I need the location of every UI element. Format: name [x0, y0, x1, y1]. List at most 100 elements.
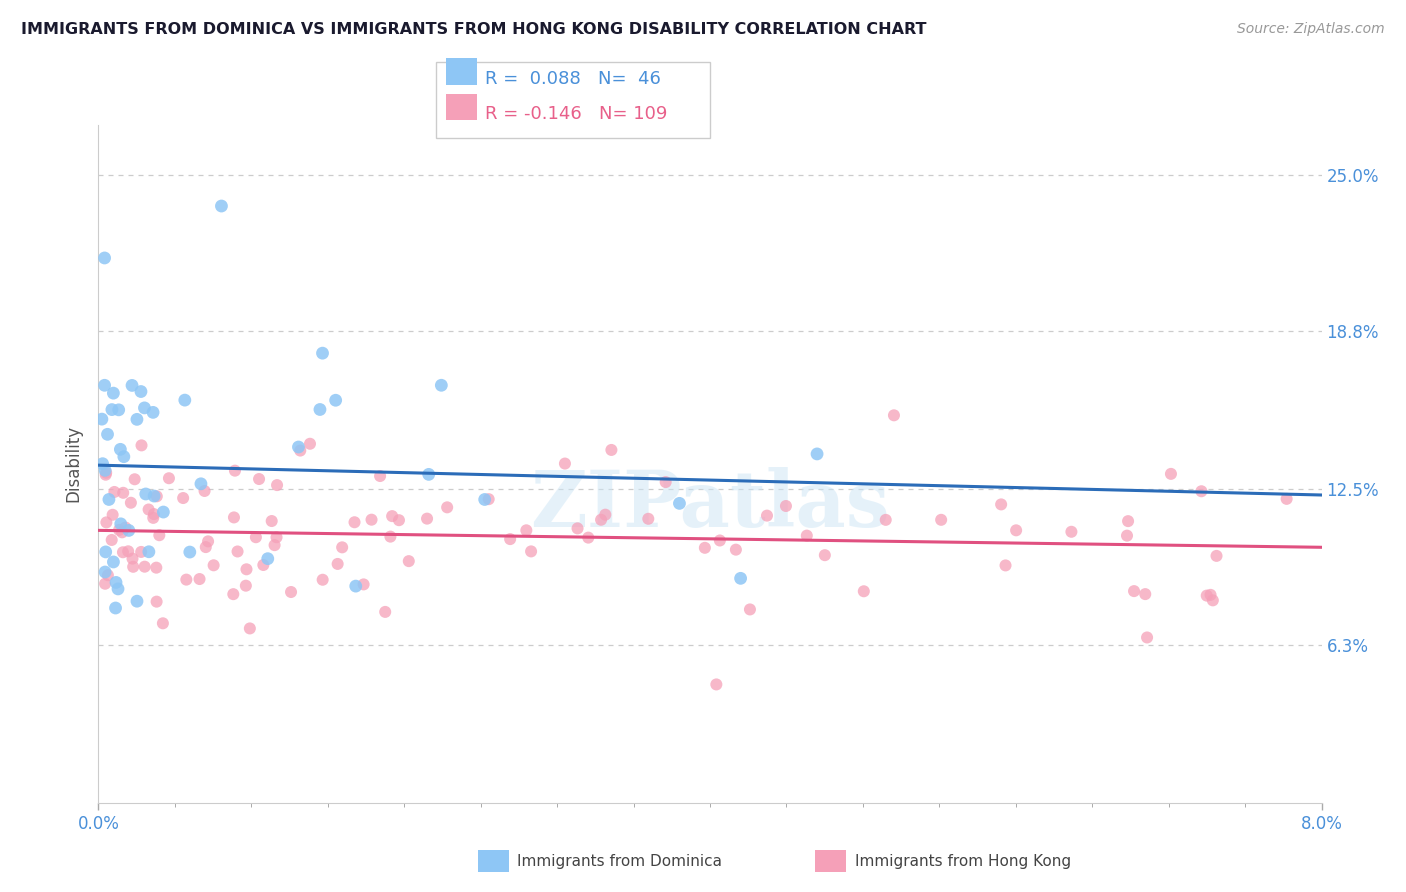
Point: [478, 492, 501, 507]
Point: [252, 558, 274, 572]
Point: [290, 443, 312, 458]
Point: [222, 587, 245, 601]
Point: [266, 530, 288, 544]
Point: [131, 438, 153, 452]
Point: [94, 576, 117, 591]
Point: [1116, 514, 1139, 528]
Point: [122, 559, 145, 574]
Point: [120, 496, 142, 510]
Point: [567, 521, 589, 535]
Point: [311, 573, 333, 587]
Point: [108, 523, 131, 537]
Point: [107, 582, 129, 596]
Point: [326, 557, 349, 571]
Point: [138, 545, 160, 559]
Point: [105, 575, 128, 590]
Point: [96, 466, 118, 480]
Point: [309, 402, 332, 417]
Point: [796, 528, 818, 542]
Point: [118, 524, 141, 538]
Point: [1116, 528, 1139, 542]
Point: [343, 515, 366, 529]
Point: [266, 478, 288, 492]
Point: [554, 457, 576, 471]
Point: [344, 579, 367, 593]
Point: [142, 511, 165, 525]
Point: [239, 622, 262, 636]
Point: [595, 508, 617, 522]
Text: Source: ZipAtlas.com: Source: ZipAtlas.com: [1237, 22, 1385, 37]
Text: R =  0.088   N=  46: R = 0.088 N= 46: [485, 70, 661, 87]
Point: [93, 251, 115, 265]
Point: [330, 541, 353, 555]
Point: [245, 530, 267, 544]
Point: [875, 513, 897, 527]
Point: [211, 199, 233, 213]
Point: [730, 571, 752, 585]
Point: [1135, 587, 1157, 601]
Point: [1136, 631, 1159, 645]
Y-axis label: Disability: Disability: [65, 425, 83, 502]
Point: [112, 485, 135, 500]
Point: [107, 402, 129, 417]
Point: [101, 508, 124, 522]
Point: [90, 412, 112, 426]
Point: [202, 558, 225, 573]
Point: [654, 475, 676, 489]
Point: [135, 487, 157, 501]
Point: [280, 585, 302, 599]
Point: [1160, 467, 1182, 481]
Point: [111, 545, 134, 559]
Point: [111, 525, 134, 540]
Point: [100, 533, 122, 547]
Text: ZIPatlas: ZIPatlas: [530, 467, 890, 542]
Point: [157, 471, 180, 485]
Point: [110, 516, 132, 531]
Point: [110, 442, 132, 457]
Point: [576, 531, 599, 545]
Point: [145, 594, 167, 608]
Point: [146, 489, 169, 503]
Point: [152, 616, 174, 631]
Point: [883, 409, 905, 423]
Point: [197, 534, 219, 549]
Text: IMMIGRANTS FROM DOMINICA VS IMMIGRANTS FROM HONG KONG DISABILITY CORRELATION CHA: IMMIGRANTS FROM DOMINICA VS IMMIGRANTS F…: [21, 22, 927, 37]
Point: [121, 551, 143, 566]
Point: [124, 472, 146, 486]
Point: [806, 447, 828, 461]
Point: [814, 548, 837, 562]
Point: [668, 496, 690, 510]
Point: [224, 464, 246, 478]
Point: [94, 565, 117, 579]
Point: [418, 467, 440, 482]
Point: [724, 542, 747, 557]
Point: [756, 508, 779, 523]
Point: [368, 469, 391, 483]
Point: [353, 577, 375, 591]
Point: [374, 605, 396, 619]
Point: [1189, 484, 1212, 499]
Point: [134, 401, 156, 415]
Point: [101, 402, 124, 417]
Point: [188, 572, 211, 586]
Point: [138, 502, 160, 516]
Point: [94, 463, 117, 477]
Point: [709, 533, 731, 548]
Point: [388, 513, 411, 527]
Point: [134, 559, 156, 574]
Point: [637, 512, 659, 526]
Point: [298, 436, 321, 450]
Point: [1123, 584, 1146, 599]
Point: [103, 485, 125, 500]
Point: [97, 492, 120, 507]
Point: [103, 555, 125, 569]
Point: [222, 510, 245, 524]
Point: [325, 393, 347, 408]
Point: [190, 476, 212, 491]
Point: [235, 579, 257, 593]
Point: [260, 514, 283, 528]
Text: Immigrants from Hong Kong: Immigrants from Hong Kong: [855, 855, 1071, 869]
Point: [1202, 593, 1225, 607]
Text: R = -0.146   N= 109: R = -0.146 N= 109: [485, 105, 668, 123]
Point: [96, 427, 118, 442]
